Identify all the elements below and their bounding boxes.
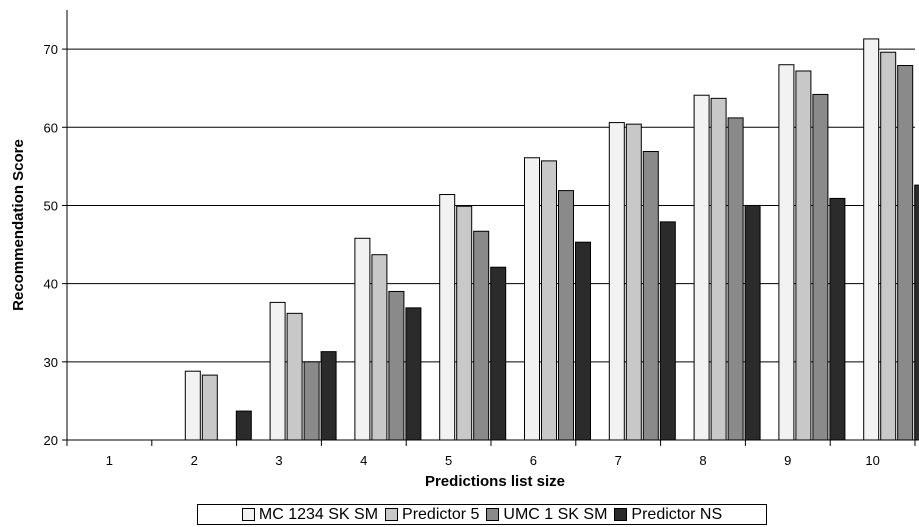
bar-predictor-5-7 — [625, 123, 642, 441]
bar-mc-1234-sk-sm-6 — [524, 157, 540, 441]
bar-umc-1-sk-sm-7 — [642, 151, 659, 441]
bar-umc-1-sk-sm-4 — [388, 290, 405, 441]
bar-predictor-5-10 — [880, 51, 897, 441]
legend-label: Predictor 5 — [402, 505, 480, 523]
bar-umc-1-sk-sm-6 — [558, 190, 574, 441]
bar-mc-1234-sk-sm-8 — [693, 94, 710, 441]
x-tick-label: 8 — [699, 453, 706, 468]
bar-mc-1234-sk-sm-5 — [439, 194, 456, 441]
legend: MC 1234 SK SM Predictor 5 UMC 1 SK SM Predi… — [197, 504, 767, 525]
bar-predictor-5-6 — [541, 160, 557, 441]
y-tick-label: 70 — [44, 42, 58, 57]
x-axis-label: Predictions list size — [425, 473, 565, 490]
bar-predictor-5-3 — [286, 312, 303, 441]
bar-mc-1234-sk-sm-3 — [269, 301, 286, 441]
legend-item: Predictor 5 — [385, 506, 479, 524]
x-tick-label: 7 — [615, 453, 622, 468]
x-tick-labels: 1 2 3 4 5 6 7 8 9 10 — [106, 453, 880, 468]
bar-mc-1234-sk-sm-7 — [608, 122, 625, 441]
bar-umc-1-sk-sm-10 — [897, 65, 914, 441]
legend-label: MC 1234 SK SM — [258, 505, 379, 523]
legend-item: Predictor NS — [614, 506, 722, 524]
legend-item: UMC 1 SK SM — [486, 506, 607, 524]
bar-predictor-ns-3 — [320, 351, 337, 441]
bar-predictor-5-5 — [456, 205, 473, 441]
bar-predictor-ns-10 — [914, 184, 919, 441]
bars — [184, 38, 919, 441]
bar-predictor-5-4 — [371, 254, 388, 441]
bar-predictor-ns-9 — [829, 197, 846, 441]
y-tick-labels: 20 30 40 50 60 70 — [44, 42, 58, 448]
bar-umc-1-sk-sm-3 — [303, 361, 320, 441]
x-tick-label: 4 — [360, 453, 367, 468]
legend-item: MC 1234 SK SM — [241, 505, 379, 524]
bar-predictor-ns-4 — [405, 307, 422, 441]
y-tick-label: 40 — [44, 277, 58, 292]
legend-label: UMC 1 SK SM — [503, 505, 608, 523]
bar-predictor-5-2 — [201, 374, 218, 441]
y-tick-label: 30 — [44, 355, 58, 370]
x-tick-label: 10 — [865, 453, 879, 468]
x-tick-label: 6 — [530, 453, 537, 468]
bar-predictor-ns-6 — [575, 241, 591, 441]
legend-label: Predictor NS — [631, 505, 723, 523]
y-tick-label: 20 — [44, 433, 58, 448]
bar-mc-1234-sk-sm-9 — [778, 64, 795, 441]
y-tick-label: 50 — [44, 198, 58, 213]
legend-swatch — [241, 508, 255, 521]
x-tick-label: 1 — [106, 453, 113, 468]
y-tick-label: 60 — [44, 120, 58, 135]
bar-umc-1-sk-sm-8 — [727, 117, 744, 441]
legend-swatch — [385, 508, 399, 521]
legend-swatch — [486, 508, 500, 521]
bar-predictor-5-8 — [710, 97, 727, 441]
x-tick-label: 3 — [275, 453, 282, 468]
x-tick-label: 5 — [445, 453, 452, 468]
bar-umc-1-sk-sm-5 — [473, 230, 490, 441]
x-tick-label: 2 — [191, 453, 198, 468]
x-tick-label: 9 — [784, 453, 791, 468]
bar-predictor-ns-5 — [490, 266, 507, 441]
bar-predictor-ns-8 — [744, 204, 761, 441]
legend-swatch — [614, 508, 628, 521]
gridlines — [67, 48, 915, 363]
bar-mc-1234-sk-sm-4 — [354, 237, 371, 441]
bar-predictor-ns-2 — [235, 410, 252, 441]
bar-predictor-ns-7 — [659, 221, 676, 441]
y-axis-label: Recommendation Score — [10, 139, 27, 311]
bar-mc-1234-sk-sm-2 — [184, 370, 201, 441]
axes — [62, 10, 916, 446]
bar-umc-1-sk-sm-9 — [812, 93, 829, 441]
bar-mc-1234-sk-sm-10 — [863, 38, 880, 441]
bar-predictor-5-9 — [795, 70, 812, 441]
